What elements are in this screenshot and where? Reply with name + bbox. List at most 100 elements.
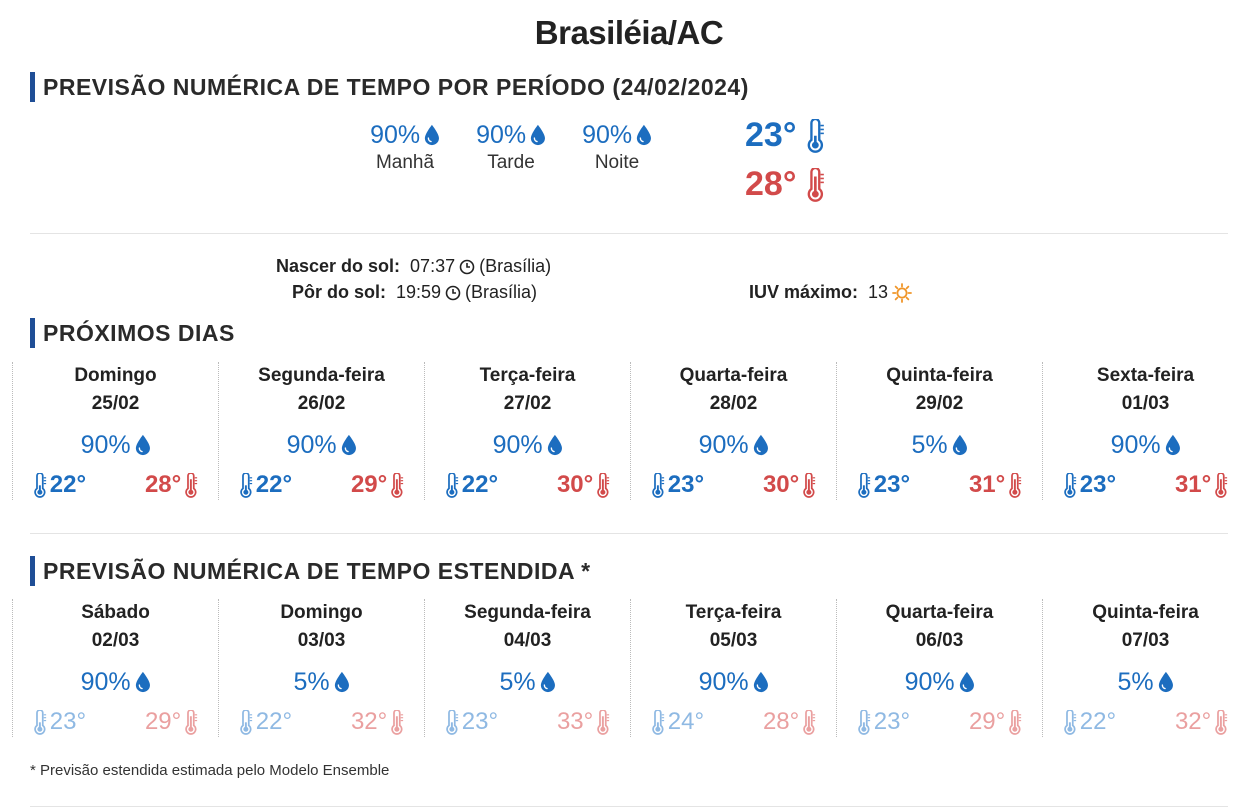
page-title: Brasiléia/AC (534, 14, 724, 51)
day-min-value: 23° (667, 471, 705, 498)
day-date: 07/03 (1121, 630, 1170, 651)
day-max-value: 31° (968, 471, 1006, 498)
thermometer-cold-icon (445, 709, 459, 735)
day-temp-min: 23° (857, 471, 910, 499)
period-pct: 90% (582, 120, 633, 149)
period-temp-min: 23° (745, 116, 825, 155)
next-days-heading: PRÓXIMOS DIAS (30, 318, 235, 348)
thermometer-hot-icon (1008, 472, 1022, 498)
thermometer-hot-icon (390, 709, 404, 735)
day-pct: 5% (293, 667, 330, 696)
day-card: Domingo 25/02 90% 22° 28° (12, 362, 218, 500)
day-date: 26/02 (297, 393, 346, 414)
day-temp-max: 28° (145, 471, 198, 499)
period-pct: 90% (370, 120, 421, 149)
day-temp-min: 23° (33, 708, 86, 736)
uv-label: IUV máximo: (749, 282, 859, 302)
uv-value: 13 (868, 282, 889, 302)
thermometer-cold-icon (651, 472, 665, 498)
day-min-value: 23° (1079, 471, 1117, 498)
sunrise-time: 07:37 (410, 256, 456, 276)
temp-min-value: 23° (745, 116, 797, 154)
raindrop-icon (547, 434, 563, 456)
day-temp-max: 30° (557, 471, 610, 499)
thermometer-hot-icon (184, 709, 198, 735)
day-min-value: 22° (255, 708, 293, 735)
period-label: Manhã (375, 152, 435, 173)
raindrop-icon (341, 434, 357, 456)
raindrop-icon (1165, 434, 1181, 456)
day-name: Terça-feira (479, 365, 576, 386)
raindrop-icon (540, 671, 556, 693)
clock-icon (445, 285, 461, 301)
day-min-value: 23° (49, 708, 87, 735)
sunset-label: Pôr do sol: (292, 282, 386, 302)
thermometer-hot-icon (596, 709, 610, 735)
day-min-value: 23° (873, 471, 911, 498)
divider (30, 233, 1228, 234)
day-name: Quarta-feira (885, 602, 994, 623)
day-max-value: 31° (1174, 471, 1212, 498)
thermometer-cold-icon (857, 709, 871, 735)
raindrop-icon (530, 124, 546, 146)
day-max-value: 32° (1174, 708, 1212, 735)
thermometer-cold-icon (857, 472, 871, 498)
day-card: Quinta-feira 07/03 5% 22° 32° (1042, 599, 1248, 737)
day-temp-min: 22° (1063, 708, 1116, 736)
day-max-value: 32° (350, 708, 388, 735)
temp-max-value: 28° (745, 165, 797, 203)
day-temp-min: 23° (857, 708, 910, 736)
day-name: Domingo (280, 602, 363, 623)
sunset-row: Pôr do sol: 19:59 (Brasília) (292, 282, 537, 303)
day-card: Domingo 03/03 5% 22° 32° (218, 599, 424, 737)
day-temp-min: 23° (651, 471, 704, 499)
sunset-zone: (Brasília) (465, 282, 538, 302)
sunset-time: 19:59 (396, 282, 442, 302)
day-card: Sábado 02/03 90% 23° 29° (12, 599, 218, 737)
day-card: Sexta-feira 01/03 90% 23° 31° (1042, 362, 1248, 500)
period-temp-max: 28° (745, 165, 825, 204)
day-temp-max: 29° (351, 471, 404, 499)
period-afternoon: 90% Tarde (456, 120, 566, 174)
thermometer-hot-icon (806, 167, 825, 202)
raindrop-icon (1158, 671, 1174, 693)
day-pct: 5% (1117, 667, 1154, 696)
day-temp-max: 28° (763, 708, 816, 736)
day-date: 02/03 (91, 630, 140, 651)
sunrise-zone: (Brasília) (479, 256, 552, 276)
day-temp-max: 30° (763, 471, 816, 499)
day-temp-min: 22° (239, 471, 292, 499)
raindrop-icon (952, 434, 968, 456)
day-temp-min: 23° (1063, 471, 1116, 499)
period-label: Noite (594, 152, 640, 173)
thermometer-cold-icon (33, 709, 47, 735)
day-temp-max: 32° (351, 708, 404, 736)
day-pct: 90% (1110, 430, 1161, 459)
day-name: Terça-feira (685, 602, 782, 623)
thermometer-cold-icon (1063, 472, 1077, 498)
day-min-value: 23° (873, 708, 911, 735)
period-label: Tarde (487, 152, 535, 173)
day-max-value: 29° (350, 471, 388, 498)
thermometer-cold-icon (33, 472, 47, 498)
raindrop-icon (959, 671, 975, 693)
day-min-value: 22° (255, 471, 293, 498)
day-temp-min: 22° (445, 471, 498, 499)
day-max-value: 33° (556, 708, 594, 735)
day-pct: 90% (80, 667, 131, 696)
day-date: 06/03 (915, 630, 964, 651)
day-name: Sexta-feira (1096, 365, 1195, 386)
day-max-value: 29° (144, 708, 182, 735)
day-pct: 90% (698, 667, 749, 696)
day-pct: 90% (286, 430, 337, 459)
day-name: Quinta-feira (886, 365, 993, 386)
thermometer-cold-icon (806, 118, 825, 153)
thermometer-hot-icon (184, 472, 198, 498)
sunrise-row: Nascer do sol: 07:37 (Brasília) (276, 256, 551, 277)
thermometer-hot-icon (1214, 709, 1228, 735)
day-temp-min: 22° (239, 708, 292, 736)
thermometer-hot-icon (390, 472, 404, 498)
day-min-value: 23° (461, 708, 499, 735)
day-pct: 90% (698, 430, 749, 459)
thermometer-cold-icon (1063, 709, 1077, 735)
